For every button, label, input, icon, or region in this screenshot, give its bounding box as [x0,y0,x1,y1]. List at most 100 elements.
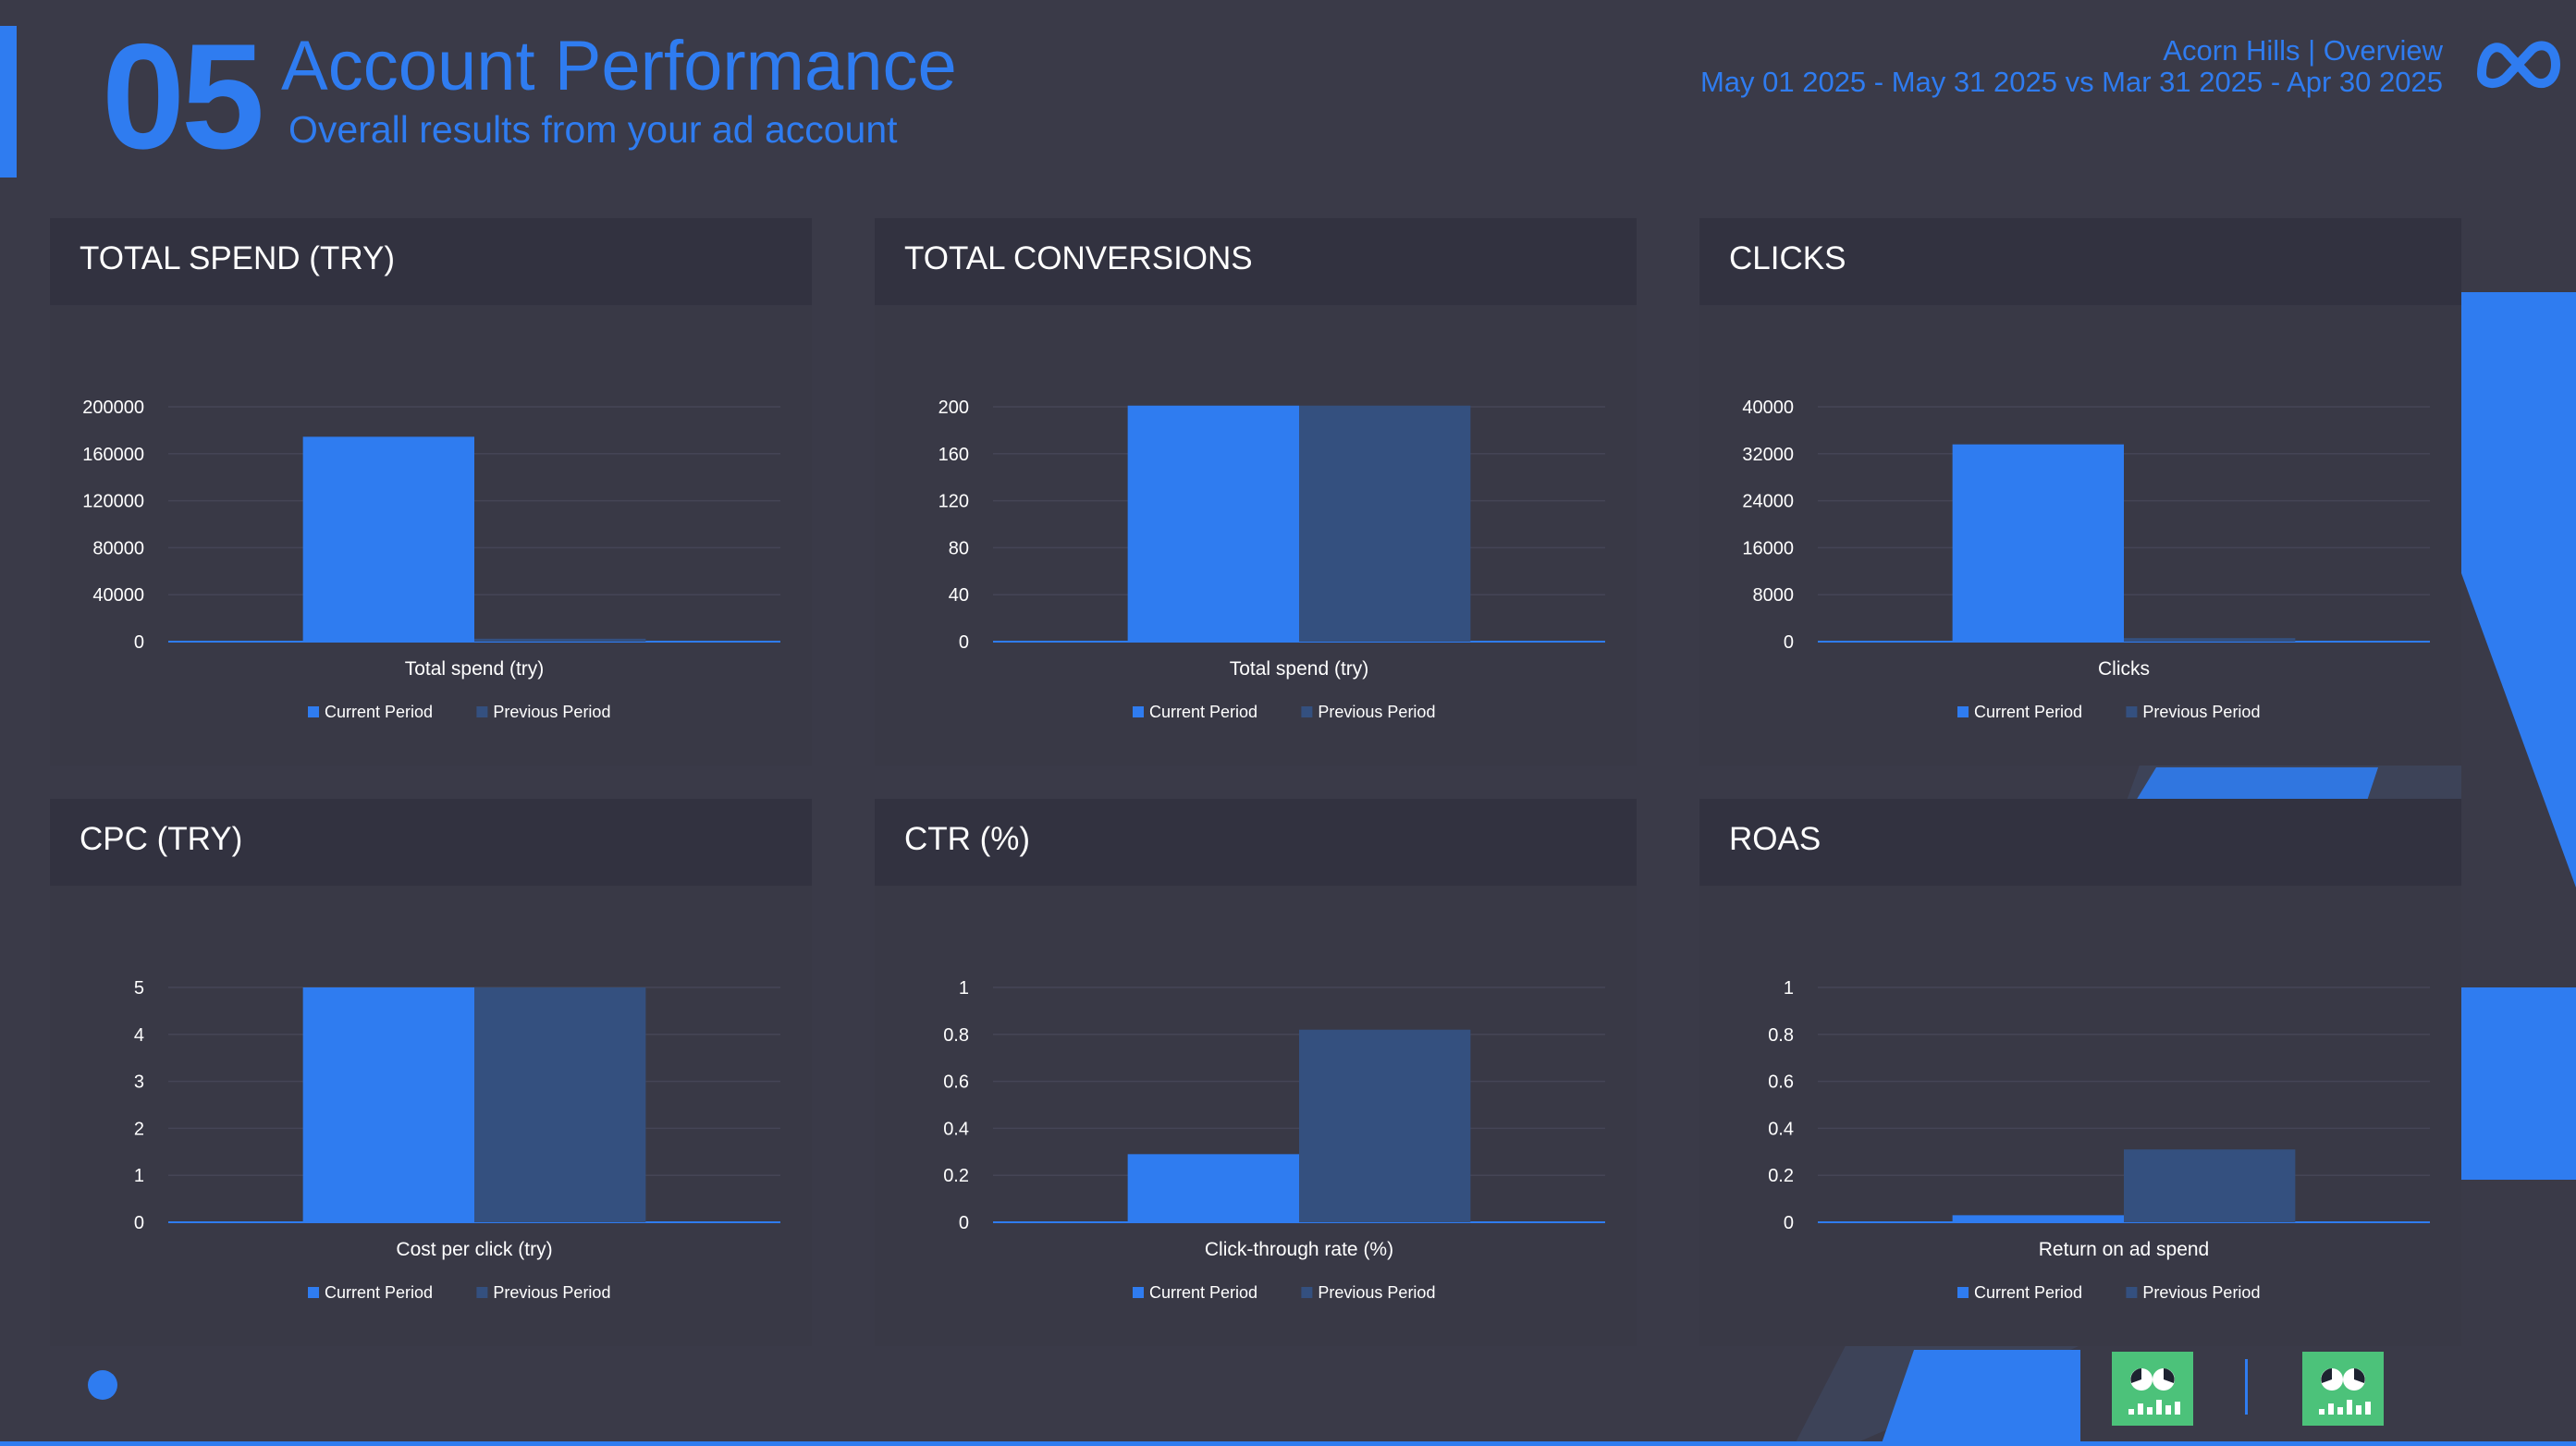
x-category-label: Total spend (try) [405,658,545,680]
y-tick-label: 0 [1784,1213,1794,1233]
bar-current-period [302,436,474,642]
plot-area: 0 0.2 0.4 0.6 0.8 1 Click-through rate (%) Curr… [875,886,1637,1346]
x-category-label: Total spend (try) [1230,658,1369,680]
y-tick-label: 120000 [82,492,144,512]
legend-swatch [1957,1287,1969,1298]
chart-panel-total-conversions: TOTAL CONVERSIONS 0 40 80 120 160 200 Total sp… [875,218,1637,766]
y-tick-label: 0.6 [1768,1072,1794,1093]
y-tick-label: 32000 [1742,445,1794,465]
legend-swatch [1133,1287,1144,1298]
legend-label: Current Period [325,1283,433,1302]
y-tick-label: 160 [938,445,969,465]
report-meta: Acorn Hills | Overview May 01 2025 - May… [1700,35,2443,98]
chart-title: CTR (%) [904,821,1031,857]
bar-chart: 0 1 2 3 4 5 Cost per click (try) Current Period… [134,978,780,1302]
legend-swatch [1301,706,1313,717]
dot-icon [88,1370,117,1400]
bar-chart: 0 40000 80000 120000 160000 200000 Total spend… [82,398,780,721]
date-range: May 01 2025 - May 31 2025 vs Mar 31 2025… [1699,66,2443,98]
legend-swatch [308,1287,319,1298]
y-tick-label: 40000 [1742,398,1794,418]
chart-title: TOTAL CONVERSIONS [904,240,1253,276]
bottom-accent-line [0,1441,2576,1446]
bar-previous-period [2124,1149,2296,1222]
plot-area: 0 8000 16000 24000 32000 40000 Clicks Current P… [1699,305,2461,766]
left-accent-bar [0,26,17,178]
legend-label: Previous Period [2142,1283,2260,1302]
bar-previous-period [1299,1029,1471,1222]
chart-panel-cpc: CPC (TRY) 0 1 2 3 4 5 Cost per click (try) Curr… [50,799,812,1346]
legend-label: Current Period [325,703,433,721]
account-label: Acorn Hills | Overview [2163,34,2443,67]
bar-previous-period [2124,638,2296,642]
y-tick-label: 5 [134,978,144,999]
legend-swatch [1133,706,1144,717]
y-tick-label: 200000 [82,398,144,418]
legend-label: Previous Period [1318,703,1435,721]
bar-previous-period [474,638,646,642]
y-tick-label: 0.2 [943,1166,969,1186]
chart-panel-roas: ROAS 0 0.2 0.4 0.6 0.8 1 Return on ad spend Cur… [1699,799,2461,1346]
y-tick-label: 0.2 [1768,1166,1794,1186]
y-tick-label: 4 [134,1025,144,1046]
bar-previous-period [474,987,646,1222]
app-logo-icon [2302,1352,2384,1426]
legend-label: Previous Period [493,703,610,721]
y-tick-label: 80 [949,538,969,558]
x-category-label: Return on ad spend [2039,1239,2209,1260]
bar-previous-period [1299,405,1471,642]
legend-swatch [2126,706,2138,717]
legend-label: Previous Period [2142,703,2260,721]
chart-title: TOTAL SPEND (TRY) [80,240,395,276]
plot-area: 0 1 2 3 4 5 Cost per click (try) Current Period… [50,886,812,1346]
y-tick-label: 0 [134,1213,144,1233]
bar-current-period [302,987,474,1222]
legend-label: Current Period [1974,1283,2082,1302]
y-tick-label: 1 [959,978,969,999]
x-category-label: Clicks [2098,658,2150,680]
legend-label: Current Period [1149,703,1257,721]
plot-area: 0 0.2 0.4 0.6 0.8 1 Return on ad spend Current … [1699,886,2461,1346]
y-tick-label: 0 [959,632,969,653]
plot-area: 0 40000 80000 120000 160000 200000 Total spend… [50,305,812,766]
section-number: 05 [102,13,264,180]
bar-chart: 0 0.2 0.4 0.6 0.8 1 Click-through rate (%) Curr… [943,978,1605,1302]
legend-label: Current Period [1974,703,2082,721]
chart-panel-ctr: CTR (%) 0 0.2 0.4 0.6 0.8 1 Click-through rate… [875,799,1637,1346]
x-category-label: Cost per click (try) [396,1239,552,1260]
logo-divider [2245,1359,2248,1415]
legend-swatch [308,706,319,717]
y-tick-label: 3 [134,1072,144,1093]
chart-title: ROAS [1729,821,1822,857]
chart-title: CLICKS [1729,240,1846,276]
y-tick-label: 8000 [1753,585,1795,606]
y-tick-label: 0.4 [943,1119,969,1139]
bar-current-period [1952,444,2124,642]
y-tick-label: 16000 [1742,538,1794,558]
plot-area: 0 40 80 120 160 200 Total spend (try) Current P… [875,305,1637,766]
y-tick-label: 0.8 [1768,1025,1794,1046]
page-title: Account Performance [281,27,957,105]
y-tick-label: 200 [938,398,969,418]
x-category-label: Click-through rate (%) [1205,1239,1393,1260]
y-tick-label: 0 [1784,632,1794,653]
y-tick-label: 0 [959,1213,969,1233]
y-tick-label: 0 [134,632,144,653]
legend-swatch [1301,1287,1313,1298]
chart-title: CPC (TRY) [80,821,243,857]
legend-label: Previous Period [493,1283,610,1302]
legend-swatch [1957,706,1969,717]
y-tick-label: 2 [134,1119,144,1139]
app-logo-icon [2112,1352,2193,1426]
legend-label: Previous Period [1318,1283,1435,1302]
bar-chart: 0 40 80 120 160 200 Total spend (try) Current P… [938,398,1605,721]
bar-chart: 0 8000 16000 24000 32000 40000 Clicks Current P… [1742,398,2430,721]
legend-swatch [2126,1287,2138,1298]
page-subtitle: Overall results from your ad account [288,108,898,151]
meta-logo-icon [2477,41,2560,89]
bar-current-period [1127,1154,1299,1222]
y-tick-label: 80000 [92,538,144,558]
y-tick-label: 40 [949,585,969,606]
bar-chart: 0 0.2 0.4 0.6 0.8 1 Return on ad spend Current … [1768,978,2430,1302]
bar-current-period [1127,405,1299,642]
